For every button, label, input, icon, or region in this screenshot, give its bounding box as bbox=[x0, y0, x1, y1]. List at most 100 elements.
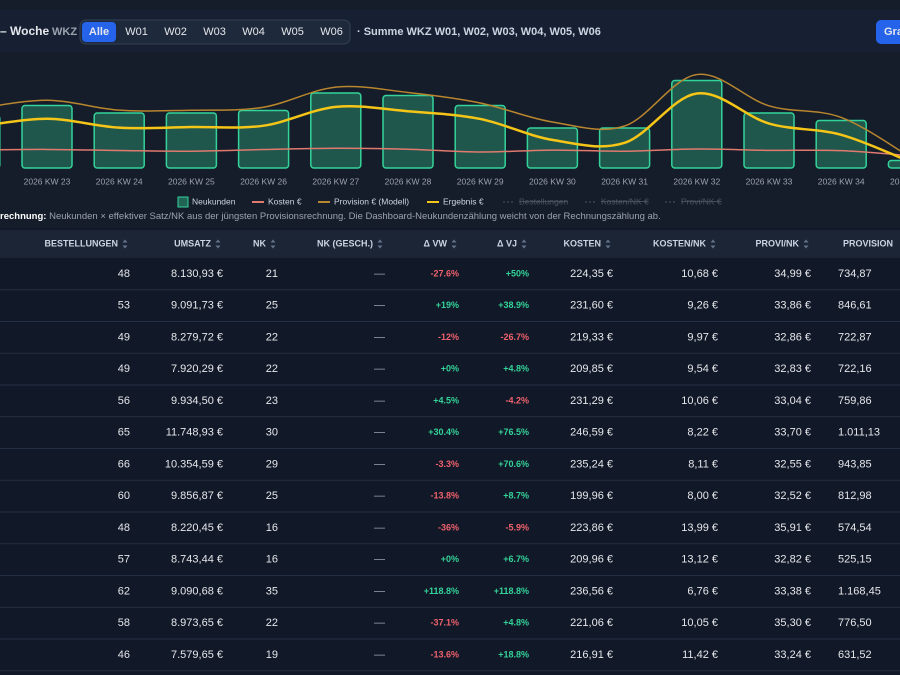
filter-label[interactable]: Alle bbox=[89, 26, 109, 38]
cell: 56 bbox=[118, 395, 130, 407]
cell: +50% bbox=[506, 268, 529, 278]
cell: +76.5% bbox=[498, 427, 529, 437]
x-tick-label: 2026 KW 33 bbox=[746, 176, 793, 186]
cell: 221,06 € bbox=[570, 617, 613, 629]
legend-label[interactable]: Provision € (Modell) bbox=[334, 196, 409, 206]
cell: 16 bbox=[266, 522, 278, 534]
cell: 46 bbox=[118, 649, 130, 661]
column-header[interactable]: KOSTEN bbox=[563, 238, 601, 248]
cell: 62 bbox=[118, 585, 130, 597]
legend-label[interactable]: Ergebnis € bbox=[443, 196, 484, 206]
cell: 943,85 bbox=[838, 458, 872, 470]
cell: -27.6% bbox=[430, 268, 459, 278]
column-header[interactable]: BESTELLUNGEN bbox=[44, 238, 118, 248]
cell: 231,29 € bbox=[570, 395, 613, 407]
cell: 35 bbox=[266, 585, 278, 597]
graph-button-label[interactable]: Gra bbox=[884, 26, 900, 38]
bar bbox=[598, 127, 651, 169]
cell: 66 bbox=[118, 458, 130, 470]
filter-label[interactable]: W06 bbox=[320, 26, 343, 38]
summary: · Summe WKZ W01, W02, W03, W04, W05, W06 bbox=[357, 26, 601, 38]
bar bbox=[237, 109, 290, 169]
line bbox=[0, 147, 900, 156]
cell: 7.579,65 € bbox=[171, 649, 223, 661]
x-tick-label: 2026 KW 34 bbox=[818, 176, 865, 186]
column-header[interactable]: NK bbox=[253, 238, 266, 248]
x-tick-label: 2026 KW 35 bbox=[890, 176, 900, 186]
cell: 22 bbox=[266, 617, 278, 629]
cell: 722,16 bbox=[838, 363, 872, 375]
cell: -13.8% bbox=[430, 491, 459, 501]
bar bbox=[165, 112, 218, 169]
cell: +118.8% bbox=[424, 586, 459, 596]
sort-icon[interactable] bbox=[451, 239, 457, 249]
cell: 13,12 € bbox=[681, 554, 718, 566]
cell: 33,86 € bbox=[774, 300, 811, 312]
graph-button[interactable] bbox=[876, 20, 900, 44]
cell: 32,52 € bbox=[774, 490, 811, 502]
column-header[interactable]: Δ VJ bbox=[497, 238, 517, 248]
cell: -5.9% bbox=[505, 522, 529, 532]
column-header[interactable]: UMSATZ bbox=[174, 238, 211, 248]
sort-icon[interactable] bbox=[605, 239, 611, 249]
cell: 13,99 € bbox=[681, 522, 718, 534]
cell: 812,98 bbox=[838, 490, 872, 502]
column-header[interactable]: NK (GESCH.) bbox=[317, 238, 373, 248]
cell: — bbox=[374, 300, 385, 312]
cell: 631,52 bbox=[838, 649, 872, 661]
cell: 6,76 € bbox=[687, 585, 718, 597]
cell: — bbox=[374, 554, 385, 566]
filter-button[interactable] bbox=[82, 22, 116, 42]
legend-label[interactable]: Neukunden bbox=[192, 196, 236, 206]
cell: 58 bbox=[118, 617, 130, 629]
cell: 759,86 bbox=[838, 395, 872, 407]
cell: 16 bbox=[266, 554, 278, 566]
cell: +38.9% bbox=[498, 300, 529, 310]
line bbox=[0, 73, 900, 152]
legend-label-inactive[interactable]: Kosten/NK € bbox=[601, 196, 649, 206]
cell: +70.6% bbox=[498, 459, 529, 469]
cell: 33,04 € bbox=[774, 395, 811, 407]
sort-icon[interactable] bbox=[803, 239, 809, 249]
legend-label-inactive[interactable]: Bestellungen bbox=[519, 196, 568, 206]
cell: 231,60 € bbox=[570, 300, 613, 312]
sort-icon[interactable] bbox=[377, 239, 383, 249]
cell: 236,56 € bbox=[570, 585, 613, 597]
column-header[interactable]: PROVI/NK bbox=[755, 238, 799, 248]
cell: +4.5% bbox=[433, 395, 459, 405]
bar bbox=[93, 112, 145, 169]
filter-label[interactable]: W01 bbox=[125, 26, 148, 38]
cell: 35,30 € bbox=[774, 617, 811, 629]
cell: -26.7% bbox=[500, 332, 529, 342]
legend-swatch[interactable] bbox=[177, 196, 189, 208]
sort-icon[interactable] bbox=[122, 239, 128, 249]
cell: 22 bbox=[266, 331, 278, 343]
legend-label-inactive[interactable]: Provi/NK € bbox=[681, 196, 722, 206]
cell: — bbox=[374, 363, 385, 375]
sort-icon[interactable] bbox=[215, 239, 221, 249]
title: – Woche bbox=[0, 24, 49, 38]
cell: 60 bbox=[118, 490, 130, 502]
x-tick-label: 2026 KW 31 bbox=[601, 176, 648, 186]
bar bbox=[887, 159, 900, 169]
filter-label[interactable]: W02 bbox=[164, 26, 187, 38]
bar bbox=[743, 112, 795, 169]
filter-label[interactable]: W05 bbox=[281, 26, 304, 38]
note-part: rechnung: bbox=[0, 211, 46, 222]
column-header[interactable]: PROVISION bbox=[843, 238, 893, 248]
cell: — bbox=[374, 649, 385, 661]
cell: 33,70 € bbox=[774, 427, 811, 439]
sort-icon[interactable] bbox=[710, 239, 716, 249]
sort-icon[interactable] bbox=[521, 239, 527, 249]
column-header[interactable]: KOSTEN/NK bbox=[653, 238, 707, 248]
column-header[interactable]: Δ VW bbox=[424, 238, 448, 248]
bar bbox=[526, 127, 579, 169]
cell: — bbox=[374, 395, 385, 407]
sort-icon[interactable] bbox=[270, 239, 276, 249]
legend-label[interactable]: Kosten € bbox=[268, 196, 302, 206]
cell: 25 bbox=[266, 490, 278, 502]
cell: 22 bbox=[266, 363, 278, 375]
filter-label[interactable]: W04 bbox=[242, 26, 265, 38]
filter-label[interactable]: W03 bbox=[203, 26, 226, 38]
